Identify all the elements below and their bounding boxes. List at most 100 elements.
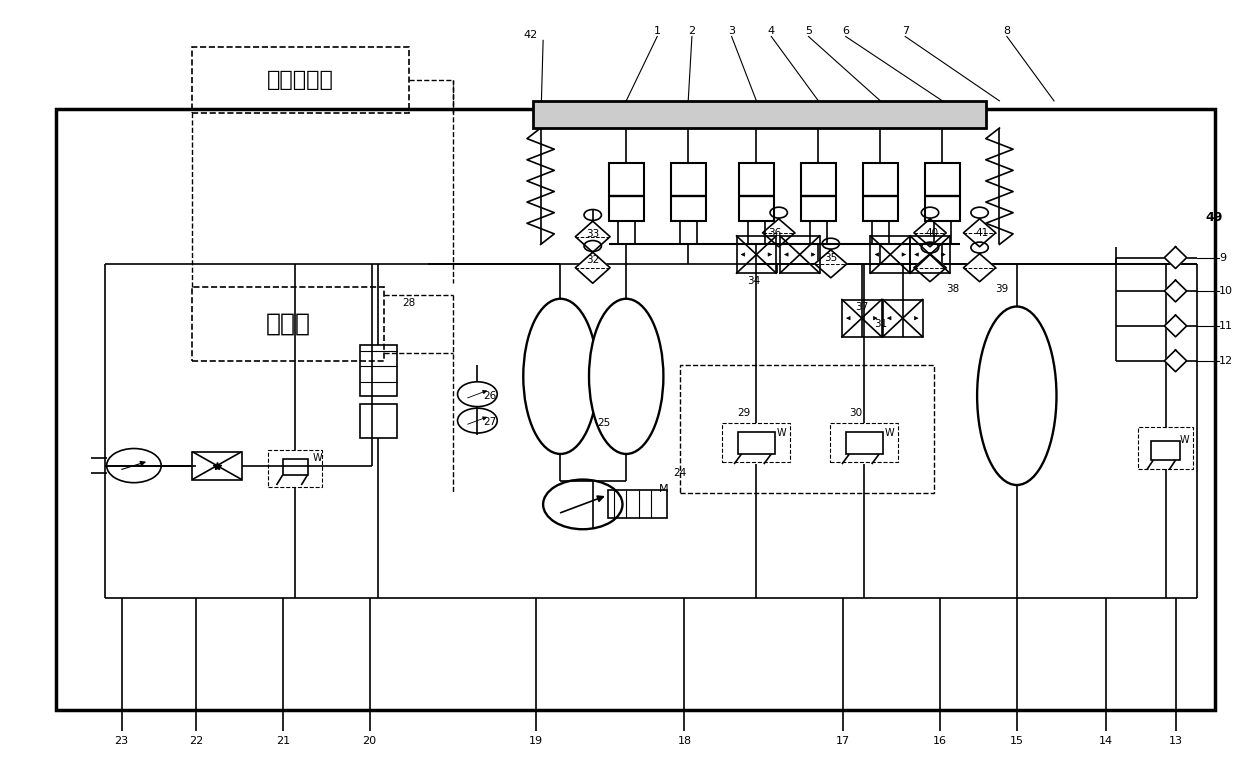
Text: 33: 33: [587, 230, 599, 239]
Bar: [680, 221, 697, 244]
Bar: [883, 300, 923, 337]
Text: 29: 29: [738, 408, 750, 417]
Text: 40: 40: [926, 228, 939, 237]
Bar: [863, 163, 898, 221]
Bar: [608, 490, 667, 518]
Text: 7: 7: [901, 26, 909, 36]
Bar: [268, 450, 322, 487]
Bar: [846, 432, 883, 454]
Text: 27: 27: [484, 417, 496, 427]
Bar: [283, 459, 308, 475]
Text: 12: 12: [1219, 356, 1233, 365]
Polygon shape: [815, 250, 847, 278]
Text: 42: 42: [523, 30, 538, 40]
Bar: [910, 236, 950, 273]
Bar: [801, 163, 836, 221]
Text: 8: 8: [1003, 26, 1011, 36]
Text: 30: 30: [849, 408, 862, 417]
Polygon shape: [914, 219, 946, 247]
Ellipse shape: [523, 299, 598, 454]
Text: 4: 4: [768, 26, 775, 36]
Bar: [722, 423, 790, 462]
Ellipse shape: [589, 299, 663, 454]
Bar: [360, 345, 397, 396]
Bar: [748, 221, 765, 244]
Bar: [192, 287, 384, 361]
Polygon shape: [914, 254, 946, 282]
Text: 22: 22: [188, 736, 203, 746]
Text: 41: 41: [976, 228, 988, 237]
Text: 18: 18: [677, 736, 692, 746]
Polygon shape: [763, 219, 795, 247]
Bar: [56, 109, 1215, 710]
Text: W: W: [776, 428, 786, 438]
Text: W: W: [312, 453, 322, 462]
Ellipse shape: [977, 307, 1056, 485]
Bar: [870, 236, 910, 273]
Polygon shape: [963, 219, 996, 247]
Bar: [925, 163, 960, 221]
Bar: [680, 365, 934, 493]
Text: 20: 20: [362, 736, 377, 746]
Bar: [671, 163, 706, 221]
Text: 压力传感器: 压力传感器: [268, 70, 334, 89]
Bar: [739, 163, 774, 221]
Bar: [872, 221, 889, 244]
Text: 23: 23: [114, 736, 129, 746]
Bar: [842, 300, 882, 337]
Bar: [609, 163, 644, 221]
Text: 19: 19: [528, 736, 543, 746]
Text: 11: 11: [1219, 321, 1233, 331]
Bar: [360, 404, 397, 438]
Polygon shape: [575, 221, 610, 252]
Bar: [618, 221, 635, 244]
Bar: [737, 236, 776, 273]
Text: 15: 15: [1009, 736, 1024, 746]
Text: 25: 25: [598, 418, 610, 428]
Text: 10: 10: [1219, 286, 1233, 296]
Bar: [192, 47, 409, 113]
Polygon shape: [1164, 350, 1187, 372]
Text: 21: 21: [275, 736, 290, 746]
Text: 3: 3: [728, 26, 735, 36]
Text: 9: 9: [1219, 253, 1226, 262]
Text: 2: 2: [688, 26, 696, 36]
Text: 49: 49: [1205, 211, 1223, 223]
Text: 35: 35: [825, 253, 837, 262]
Bar: [780, 236, 820, 273]
Text: 5: 5: [805, 26, 812, 36]
Text: 26: 26: [484, 391, 496, 400]
Text: 控制器: 控制器: [265, 312, 311, 336]
Polygon shape: [963, 254, 996, 282]
Polygon shape: [1164, 315, 1187, 337]
Polygon shape: [575, 252, 610, 283]
Text: 37: 37: [856, 302, 868, 311]
Text: 39: 39: [996, 284, 1008, 293]
Bar: [533, 101, 986, 128]
Text: 6: 6: [842, 26, 849, 36]
Text: M: M: [658, 484, 668, 494]
Bar: [1151, 441, 1180, 460]
Text: 14: 14: [1099, 736, 1114, 746]
Text: 32: 32: [587, 255, 599, 265]
Text: 17: 17: [836, 736, 851, 746]
Text: W: W: [884, 428, 894, 438]
Bar: [192, 452, 242, 480]
Text: 31: 31: [874, 320, 887, 329]
Bar: [738, 432, 775, 454]
Text: 36: 36: [769, 228, 781, 237]
Text: 13: 13: [1168, 736, 1183, 746]
Bar: [934, 221, 951, 244]
Bar: [830, 423, 898, 462]
Polygon shape: [1164, 280, 1187, 302]
Polygon shape: [1164, 247, 1187, 268]
Text: 28: 28: [403, 298, 415, 307]
Text: 1: 1: [653, 26, 661, 36]
Text: 34: 34: [748, 276, 760, 286]
Bar: [810, 221, 827, 244]
Text: 24: 24: [673, 469, 686, 478]
Text: W: W: [1179, 435, 1189, 445]
Text: 38: 38: [946, 284, 959, 293]
Text: 16: 16: [932, 736, 947, 746]
Bar: [1138, 427, 1193, 469]
